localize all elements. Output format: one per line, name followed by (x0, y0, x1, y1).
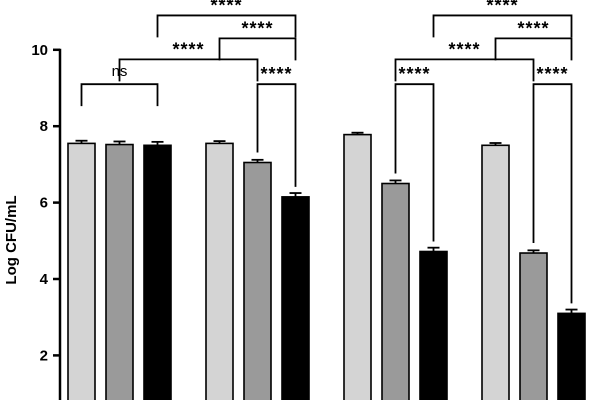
bar-3-2 (557, 312, 586, 405)
sig-label-5: **** (517, 18, 549, 38)
y-tick-label-6: 6 (40, 195, 48, 212)
y-axis: 2 4 6 8 10 (31, 42, 62, 405)
sig-label-8: **** (448, 39, 480, 59)
bar-0-1 (105, 143, 134, 405)
bars (67, 131, 586, 405)
sig-bracket-6 (118, 58, 259, 82)
bar-3-0 (481, 144, 510, 405)
y-tick-label-4: 4 (40, 271, 49, 288)
sig-label-7: **** (210, 0, 242, 15)
bar-2-1 (381, 182, 410, 405)
sig-bracket-4 (532, 83, 573, 304)
sig-label-2: **** (241, 18, 273, 38)
sig-label-6: **** (172, 39, 204, 59)
sig-label-4: **** (536, 64, 568, 84)
sig-label-3: **** (398, 64, 430, 84)
bar-3-1 (519, 252, 548, 405)
y-tick-label-2: 2 (40, 347, 48, 364)
sig-bracket-0 (80, 83, 159, 107)
bar-1-1 (243, 161, 272, 405)
y-axis-label: Log CFU/mL (3, 195, 20, 284)
bar-1-2 (281, 196, 310, 405)
bar-2-2 (419, 250, 448, 405)
bar-0-0 (67, 142, 96, 405)
sig-label-1: **** (260, 64, 292, 84)
sig-bracket-7 (156, 14, 297, 38)
sig-bracket-9 (432, 14, 573, 38)
bar-2-0 (343, 133, 372, 405)
sig-bracket-3 (394, 83, 435, 242)
sig-bracket-5 (494, 37, 573, 61)
sig-bracket-1 (256, 83, 297, 187)
y-tick-label-8: 8 (40, 118, 48, 135)
significance-brackets: ns ************ ************************ (80, 0, 573, 304)
sig-label-9: **** (486, 0, 518, 15)
bar-1-0 (205, 142, 234, 405)
sig-bracket-8 (394, 58, 535, 82)
bar-0-2 (143, 144, 172, 405)
y-tick-label-10: 10 (31, 42, 48, 59)
sig-bracket-2 (218, 37, 297, 61)
